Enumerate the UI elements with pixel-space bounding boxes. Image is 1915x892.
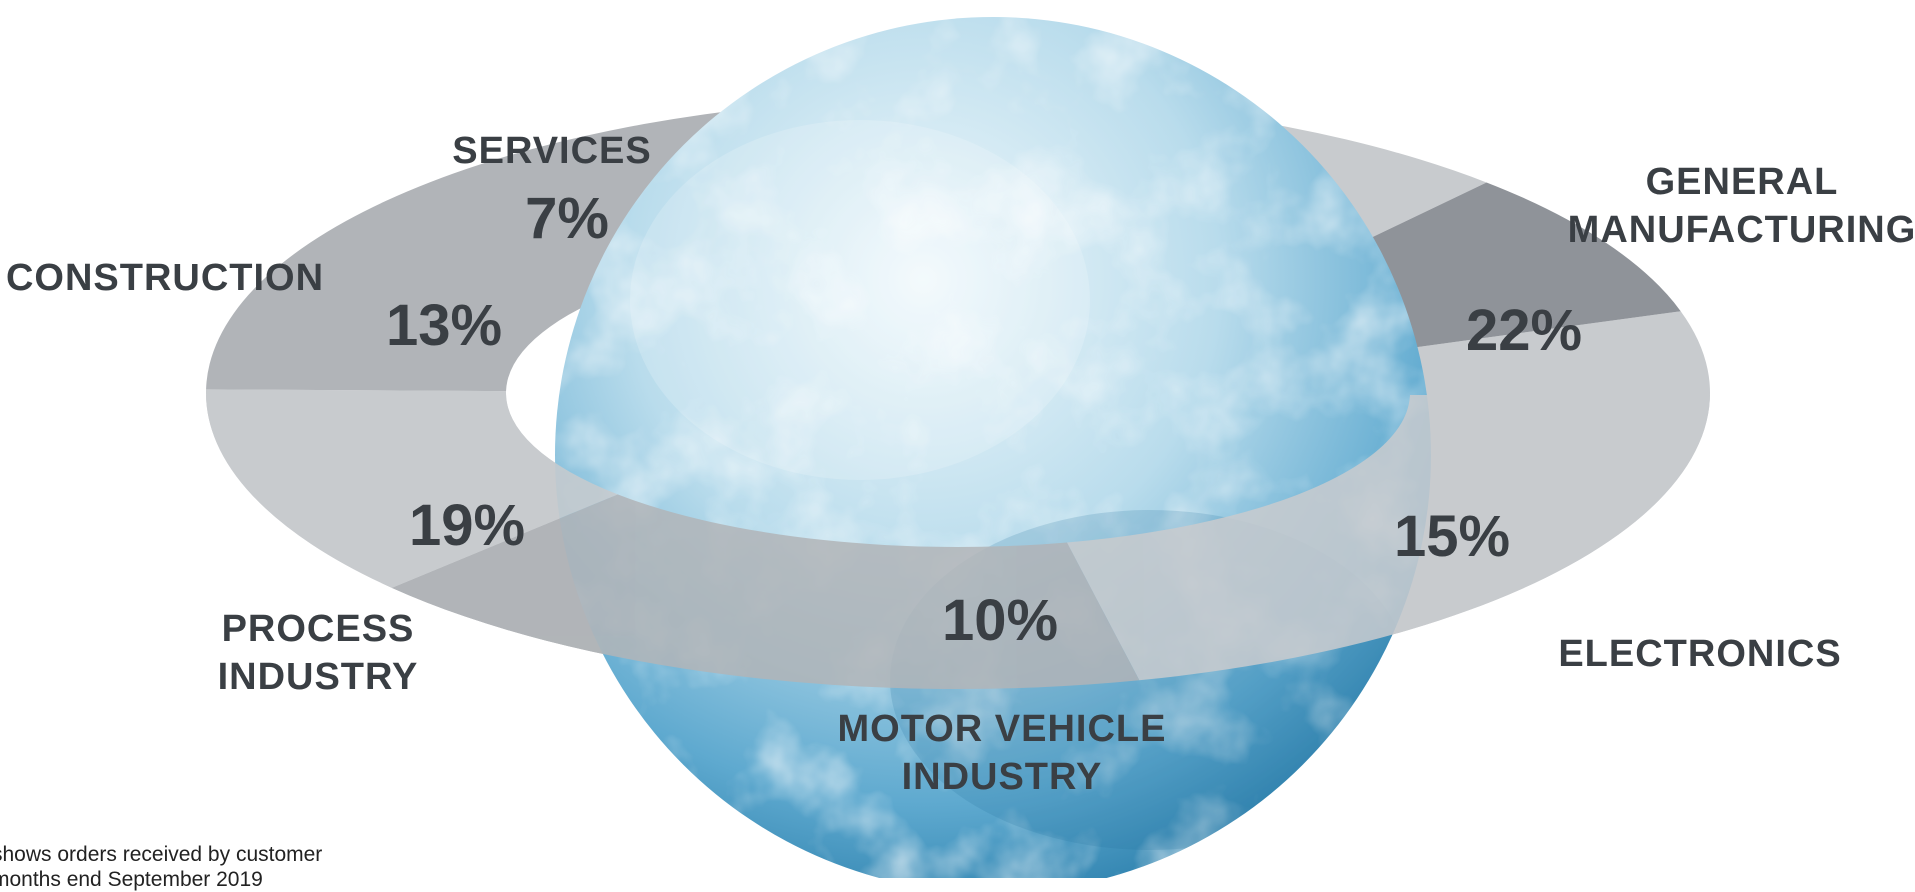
- category-label-process-industry-line2: INDUSTRY: [218, 656, 419, 698]
- ring-slice-motor-vehicle-industry-front: [206, 395, 618, 588]
- footnote-line-1: shows orders received by customer: [0, 843, 323, 866]
- ring-slice-electronics-front: [391, 494, 1140, 689]
- category-label-process-industry-line1: PROCESS: [222, 608, 415, 650]
- category-label-motor-vehicle-line2: INDUSTRY: [902, 756, 1103, 798]
- category-label-construction: CONSTRUCTION: [6, 257, 324, 299]
- value-label-services: 7%: [525, 186, 609, 251]
- category-label-services: SERVICES: [452, 130, 651, 172]
- value-label-process-industry: 19%: [409, 493, 525, 558]
- category-label-general-manufacturing-line2: MANUFACTURING: [1568, 209, 1915, 251]
- category-label-general-manufacturing-line1: GENERAL: [1646, 161, 1839, 203]
- value-label-construction: 13%: [386, 293, 502, 358]
- value-label-motor-vehicle: 10%: [942, 588, 1058, 653]
- ring-slice-general-manufacturing-front: [1066, 395, 1710, 681]
- ring-front: [206, 395, 1710, 689]
- footnote: shows orders received by customer months…: [0, 842, 412, 892]
- category-label-electronics: ELECTRONICS: [1558, 633, 1841, 675]
- value-label-electronics: 15%: [1394, 504, 1510, 569]
- category-label-motor-vehicle-line1: MOTOR VEHICLE: [838, 708, 1167, 750]
- value-label-general-manufacturing: 22%: [1466, 298, 1582, 363]
- footnote-line-2: months end September 2019: [0, 868, 263, 891]
